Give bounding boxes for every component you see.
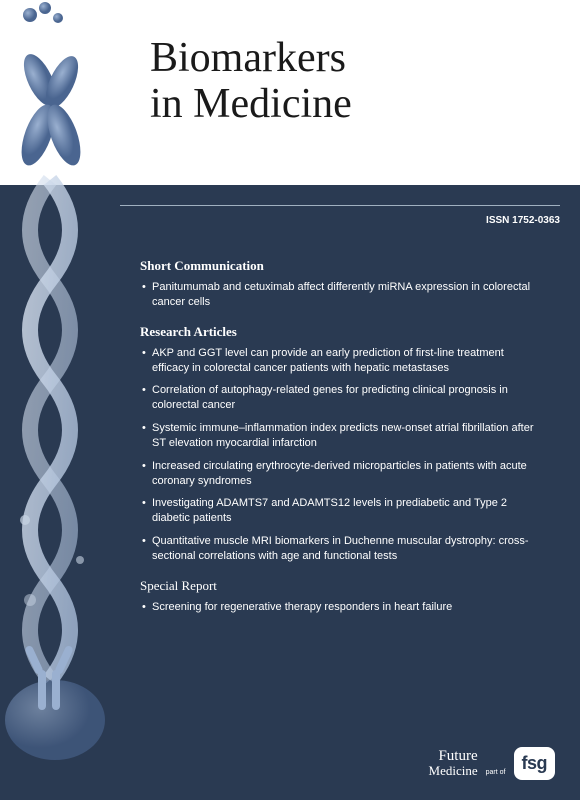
article-item: Systemic immune–inflammation index predi…: [140, 421, 540, 451]
issn-label: ISSN 1752-0363: [486, 215, 560, 226]
research-list: AKP and GGT level can provide an early p…: [140, 346, 540, 564]
fsg-logo: fsg: [514, 747, 556, 780]
toc-content: Short Communication Panitumumab and cetu…: [140, 258, 540, 615]
special-list: Screening for regenerative therapy respo…: [140, 600, 540, 615]
section-heading-short-comm: Short Communication: [140, 258, 540, 274]
publisher-name: Future Medicine: [429, 749, 478, 779]
title-line-1: Biomarkers: [150, 35, 346, 81]
article-item: Panitumumab and cetuximab affect differe…: [140, 280, 540, 310]
article-item: Screening for regenerative therapy respo…: [140, 600, 540, 615]
cover-body: ISSN 1752-0363 Short Communication Panit…: [0, 205, 580, 800]
section-heading-research: Research Articles: [140, 324, 540, 340]
publisher-footer: Future Medicine part of fsg: [429, 747, 555, 780]
article-item: AKP and GGT level can provide an early p…: [140, 346, 540, 376]
journal-title: Biomarkers in Medicine: [150, 35, 352, 127]
part-of-label: part of: [486, 769, 506, 776]
short-comm-list: Panitumumab and cetuximab affect differe…: [140, 280, 540, 310]
title-line-2: in Medicine: [150, 81, 352, 127]
article-item: Investigating ADAMTS7 and ADAMTS12 level…: [140, 496, 540, 526]
section-heading-special: Special Report: [140, 578, 540, 594]
article-item: Increased circulating erythrocyte-derive…: [140, 459, 540, 489]
article-item: Correlation of autophagy-related genes f…: [140, 383, 540, 413]
issn-divider: ISSN 1752-0363: [120, 205, 560, 228]
publisher-line-2: Medicine: [429, 763, 478, 778]
cover-header: Biomarkers in Medicine: [0, 0, 580, 185]
publisher-line-1: Future: [438, 748, 477, 764]
article-item: Quantitative muscle MRI biomarkers in Du…: [140, 534, 540, 564]
